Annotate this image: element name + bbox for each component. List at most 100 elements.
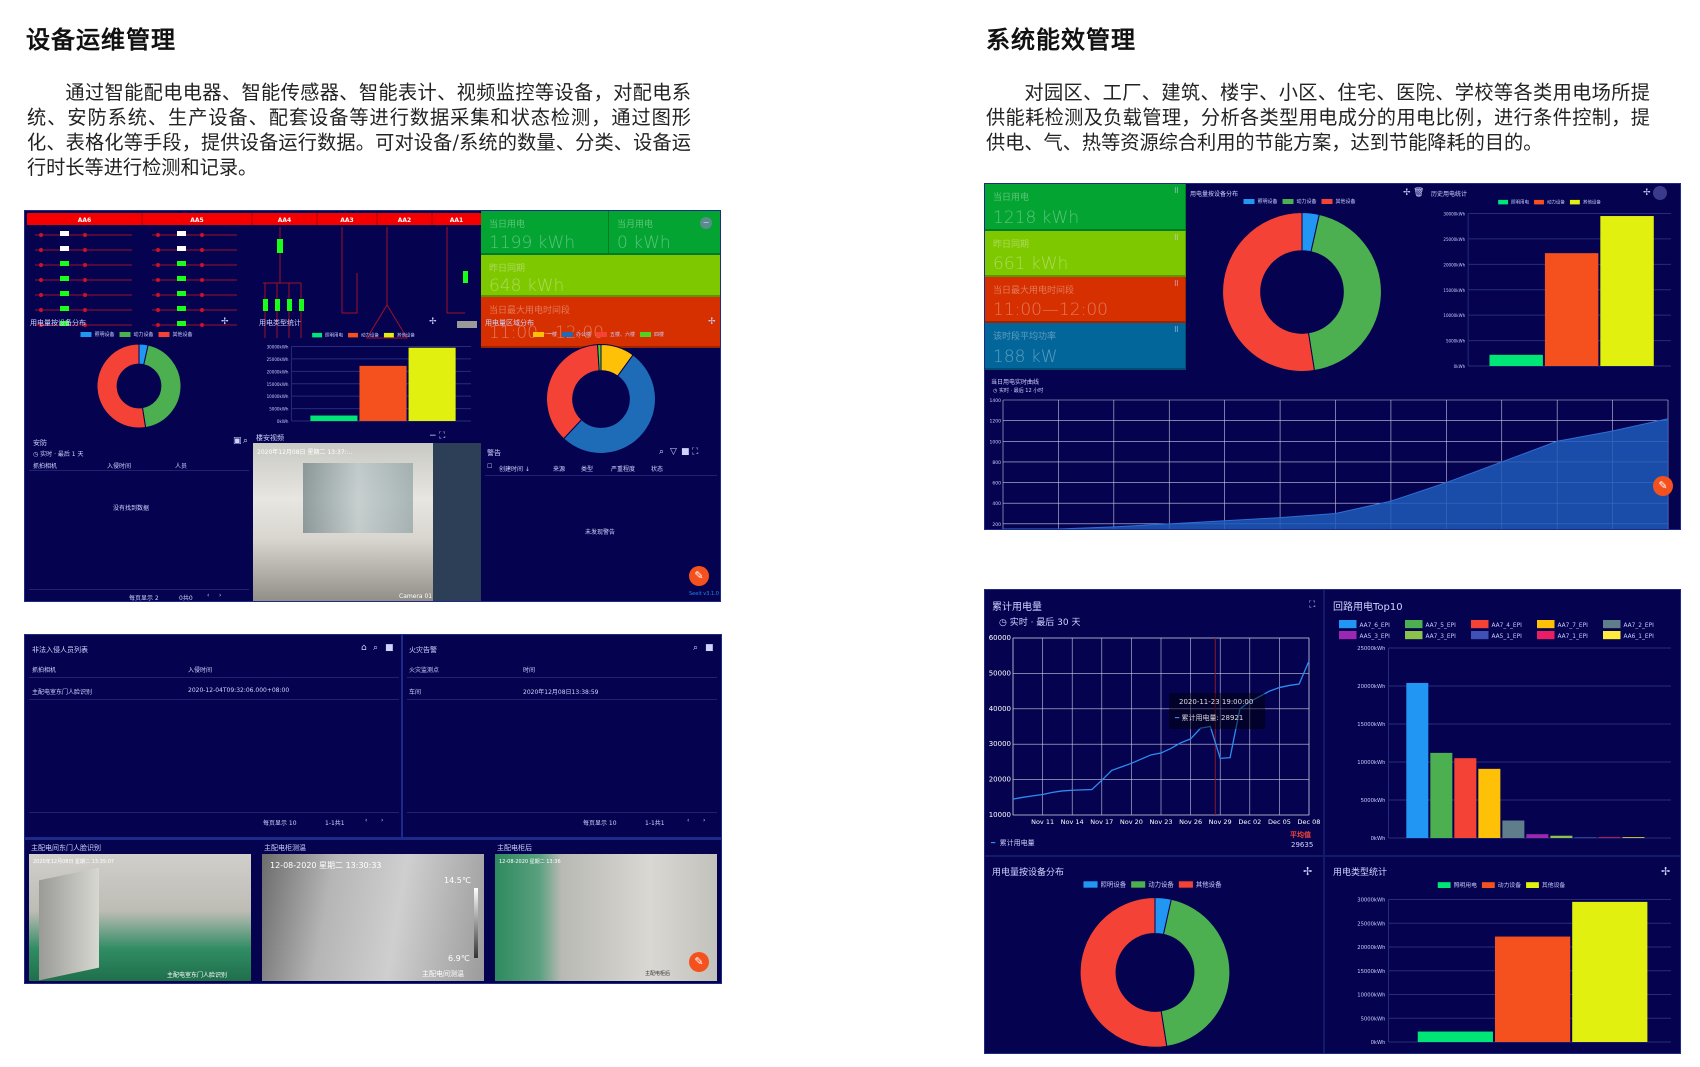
prev-page-button[interactable]: ‹ — [365, 817, 368, 824]
y-tick-label: 20000kWh — [267, 369, 289, 374]
delete-icon[interactable]: 🗑 — [1413, 188, 1425, 198]
edit-fab-button[interactable]: ✎ — [689, 952, 709, 972]
search-icon[interactable]: ⌕ — [373, 643, 379, 653]
bank-icon[interactable]: ⌂ — [361, 643, 367, 653]
search-icon[interactable]: ⌕ — [659, 447, 665, 457]
page-size[interactable]: 每页显示 10 — [263, 820, 297, 827]
breaker-status — [177, 261, 186, 266]
y-tick-label: 20000kWh — [1357, 684, 1385, 690]
fullscreen-icon[interactable]: ⛶ — [1309, 600, 1316, 610]
search-icon[interactable]: ⌕ — [693, 643, 699, 653]
stat-tile[interactable]: 当日用电 1218 kWh ⠿ — [985, 184, 1186, 231]
columns-icon[interactable]: ■ — [681, 447, 690, 457]
fan-icon[interactable]: ✢ — [1303, 865, 1313, 878]
stat-tile[interactable]: 当日最大用电时间段 11:00—12:00 ⠿ — [985, 277, 1186, 323]
column-header[interactable]: 状态 — [651, 466, 664, 473]
stat-tile[interactable]: 昨日同期 661 kWh ⠿ — [985, 231, 1186, 277]
column-header[interactable]: 抓拍相机 — [33, 463, 58, 470]
lobby-camera-feed[interactable]: 2020年12月08日 星期二 13:37:... Camera 01 — [253, 443, 481, 601]
user-avatar[interactable] — [1653, 186, 1667, 200]
energy-analysis-dashboard: 累计用电量 ⛶ ◷ 实时 · 最后 30 天 10000 20000 30000 40… — [984, 589, 1681, 1054]
next-page-button[interactable]: › — [219, 592, 222, 599]
fullscreen-icon[interactable]: ⛶ — [692, 447, 699, 457]
drag-handle-icon[interactable]: ⠿ — [1173, 280, 1179, 288]
stat-tile[interactable]: 昨日同期 648 kWh — [481, 255, 720, 297]
video-title: 楼安视频 — [256, 434, 284, 442]
line-legend[interactable]: ━ 累计用电量 — [991, 839, 1035, 847]
stat-tile[interactable]: 当日最大用电时间段 11:00—12:00 — [481, 297, 720, 348]
stat-tile[interactable]: 该时段平均功率 188 kW ⠿ — [985, 323, 1186, 370]
panel-title: 用电量按设备分布 — [30, 319, 86, 327]
prev-page-button[interactable]: ‹ — [687, 817, 690, 824]
page-size[interactable]: 每页显示 10 — [583, 820, 617, 827]
node — [39, 323, 43, 327]
next-page-button[interactable]: › — [703, 817, 706, 824]
camera-icon[interactable]: ▣ — [233, 436, 242, 446]
intrusion-table-panel: 非法入侵人员列表 ⌂ ⌕ ■ 抓拍相机 入侵时间 主配电室东门人脸识别 2020… — [25, 635, 403, 837]
x-tick-label: Dec 02 — [1238, 818, 1261, 826]
legend-swatch — [640, 332, 651, 337]
donut-slice-2 — [546, 344, 600, 440]
busbar-header — [27, 213, 481, 225]
fan-icon[interactable]: ✢ — [221, 317, 229, 327]
prev-page-button[interactable]: ‹ — [207, 592, 210, 599]
column-header[interactable]: 人员 — [175, 463, 188, 470]
legend-swatch — [1537, 631, 1555, 640]
min-temperature: 6.9℃ — [448, 954, 470, 963]
column-header[interactable]: 严重程度 — [611, 466, 636, 473]
fan-icon[interactable]: ✢ — [708, 317, 716, 327]
column-header[interactable]: 类型 — [581, 466, 594, 473]
section-title-maintenance: 设备运维管理 — [26, 26, 176, 54]
video-timestamp: 12-08-2020 星期二 13:30:33 — [270, 861, 382, 870]
next-page-button[interactable]: › — [381, 817, 384, 824]
fullscreen-icon[interactable]: ⛶ — [439, 431, 446, 441]
column-header[interactable]: 来源 — [553, 466, 566, 473]
node — [83, 323, 87, 327]
edit-fab-button[interactable]: ✎ — [1653, 476, 1673, 496]
legend-swatch — [1131, 881, 1146, 888]
column-header[interactable]: 火灾监测点 — [409, 667, 440, 674]
column-header[interactable]: 入侵时间 — [107, 463, 132, 470]
columns-icon[interactable]: ■ — [705, 643, 714, 653]
fan-icon[interactable]: ✢ — [1661, 865, 1671, 878]
divider — [407, 699, 717, 700]
fan-icon[interactable]: ✢ — [1403, 188, 1411, 198]
temperature-scale — [474, 888, 478, 958]
stat-tile[interactable]: 当月用电 0 kWh — [609, 211, 720, 255]
search-icon[interactable]: ⌕ — [243, 436, 249, 446]
drag-handle-icon[interactable]: ⠿ — [1173, 187, 1179, 195]
filter-icon[interactable]: ▽ — [670, 447, 677, 457]
page-size[interactable]: 每页显示 2 — [129, 595, 159, 602]
stat-tile[interactable]: 当日用电 1199 kWh — [481, 211, 609, 255]
camera-feed[interactable]: 2020年12月08日 星期二 13:35:07 主配电室东门人脸识别 — [29, 854, 251, 981]
select-all-checkbox[interactable]: ☐ — [487, 463, 493, 470]
y-tick-label: 40000 — [989, 705, 1011, 713]
columns-icon[interactable]: ■ — [385, 643, 394, 653]
legend-swatch — [312, 332, 323, 338]
camera-caption: 主配电室东门人脸识别 — [167, 972, 228, 979]
thermal-camera-feed[interactable]: 12-08-2020 星期二 13:30:33 14.5℃ 6.9℃ 主配电间测… — [262, 854, 484, 981]
column-header[interactable]: 时间 — [523, 667, 536, 674]
column-header[interactable]: 入侵时间 — [188, 667, 213, 674]
edit-fab-button[interactable]: ✎ — [689, 566, 709, 586]
legend-label: AA7_5_EPI — [1426, 623, 1457, 629]
column-header[interactable]: 创建时间 ↓ — [499, 466, 530, 473]
fan-icon[interactable]: ✢ — [1643, 188, 1651, 198]
drag-handle-icon[interactable]: ⠿ — [1173, 234, 1179, 242]
tooltip-value: 28921 — [1221, 714, 1244, 722]
breaker-status — [177, 321, 186, 326]
minimize-icon[interactable]: − — [429, 431, 437, 441]
collapse-icon[interactable]: − — [700, 217, 712, 229]
camera-caption: 主配电间测温 — [422, 970, 464, 978]
breaker-status — [60, 246, 69, 251]
breaker-status — [177, 291, 186, 296]
drag-handle-icon[interactable]: ⠿ — [1173, 326, 1179, 334]
x-tick-label: Nov 14 — [1061, 818, 1084, 826]
divider — [25, 837, 721, 840]
x-tick-label: Nov 23 — [1149, 818, 1172, 826]
energy-overview-dashboard: 当日用电 1218 kWh ⠿ 昨日同期 661 kWh ⠿ 当日最大用电时间段 11:00—… — [984, 183, 1681, 530]
x-tick-label: Nov 11 — [1031, 818, 1054, 826]
fan-icon[interactable]: ✢ — [429, 317, 437, 327]
column-header[interactable]: 抓拍相机 — [32, 667, 57, 674]
camera-feed[interactable]: 12-08-2020 星期二 13:36 主配电柜后 — [495, 854, 717, 981]
